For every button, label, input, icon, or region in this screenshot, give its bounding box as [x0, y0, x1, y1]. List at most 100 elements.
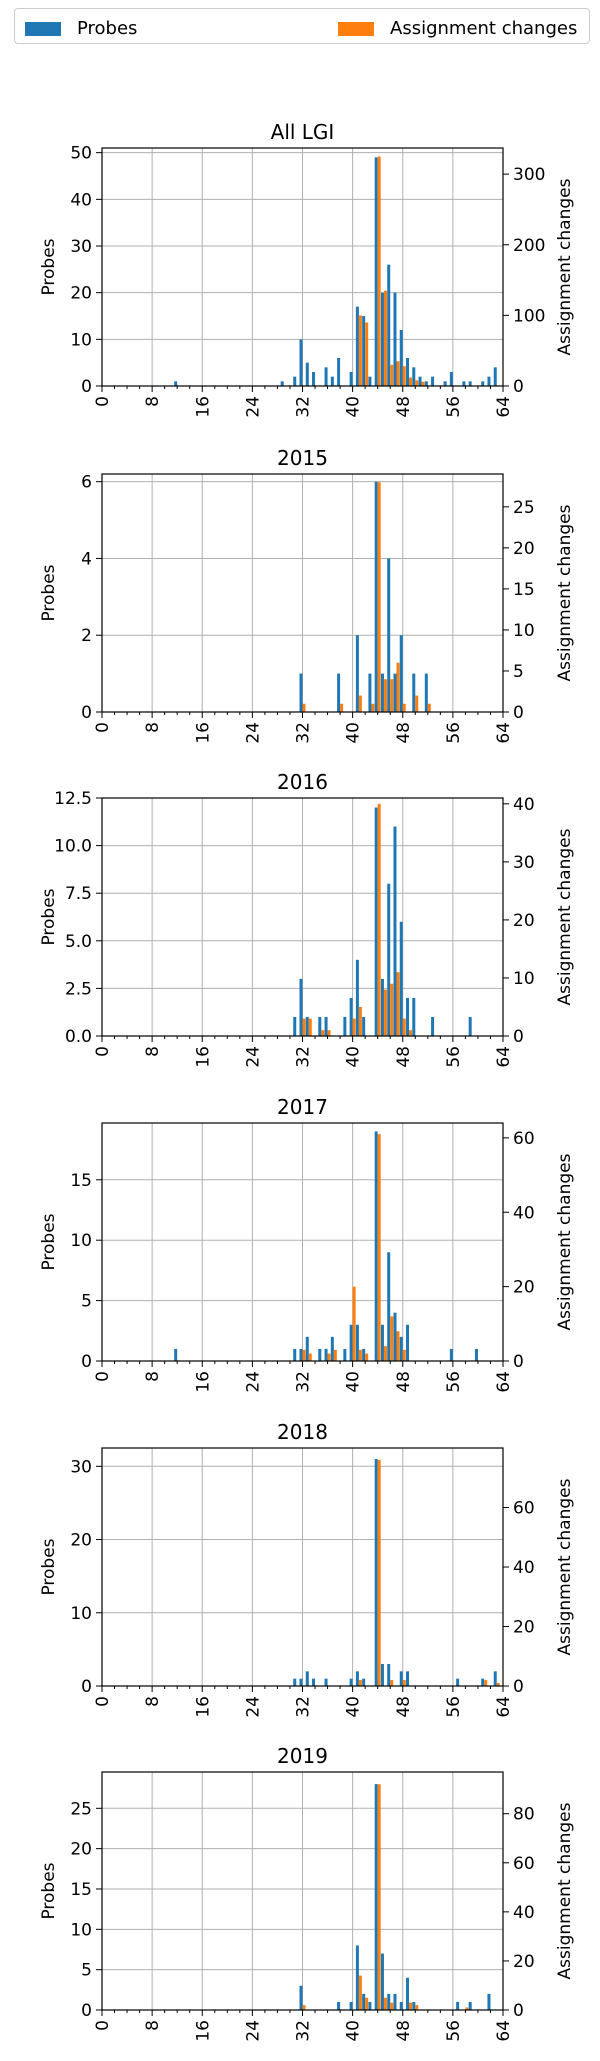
y-tick-label: 10	[70, 330, 92, 350]
probes-bar	[337, 673, 341, 712]
x-tick-label: 32	[294, 1371, 314, 1393]
assignment-changes-bar	[409, 377, 413, 386]
probes-bar	[399, 2001, 403, 2010]
probes-bar	[362, 1016, 366, 1036]
x-tick-label: 0	[93, 2020, 113, 2031]
assignment-changes-bar	[415, 380, 419, 386]
x-tick-label: 0	[93, 396, 113, 407]
chart-title: 2015	[277, 446, 328, 470]
y-tick-label: 2	[81, 626, 92, 646]
probes-bar	[418, 376, 422, 386]
x-tick-label: 0	[93, 1696, 113, 1707]
y-tick-label: 7.5	[65, 884, 92, 904]
assignment-changes-bar	[396, 972, 400, 1036]
x-tick-label: 64	[494, 2020, 514, 2042]
assignment-changes-bar	[327, 1353, 331, 1361]
chart-panel-1: 0 8 16 24 32 40 48 56 64024605101520252015Probes…	[39, 446, 575, 744]
probes-bar	[387, 558, 391, 712]
probes-bar	[330, 376, 334, 386]
probes-bar	[399, 635, 403, 712]
y2-axis-label: Assignment changes	[555, 1153, 575, 1330]
probes-bar	[487, 376, 491, 386]
assignment-changes-bar	[496, 1683, 500, 1686]
assignment-changes-bar	[409, 1030, 413, 1036]
x-tick-label: 32	[294, 2020, 314, 2042]
probes-bar	[305, 1336, 309, 1361]
chart-title: 2016	[277, 770, 328, 794]
x-tick-label: 8	[143, 722, 163, 733]
y2-tick-label: 10	[513, 969, 535, 989]
y2-tick-label: 5	[513, 662, 524, 682]
assignment-changes-bar	[465, 2007, 469, 2010]
probes-bar	[324, 1678, 328, 1686]
y-tick-label: 15	[70, 1171, 92, 1191]
probes-bar	[299, 1348, 303, 1361]
assignment-changes-bar	[402, 366, 406, 386]
chart-title: 2019	[277, 1744, 328, 1768]
assignment-changes-bar	[371, 703, 375, 712]
x-tick-label: 64	[494, 722, 514, 744]
x-tick-label: 16	[193, 2020, 213, 2042]
x-tick-label: 16	[193, 1696, 213, 1718]
x-tick-label: 24	[243, 1046, 263, 1068]
probes-bar	[355, 635, 359, 712]
y-tick-label: 50	[70, 144, 92, 164]
x-tick-label: 24	[243, 722, 263, 744]
y2-tick-label: 0	[513, 1352, 524, 1372]
probes-bar	[318, 1016, 322, 1036]
assignment-changes-bar	[302, 1018, 306, 1036]
y-tick-label: 25	[70, 1799, 92, 1819]
x-tick-label: 40	[344, 1046, 364, 1068]
x-tick-label: 8	[143, 1046, 163, 1057]
chart-panel-0: 0 8 16 24 32 40 48 56 64010203040500100200300All…	[39, 120, 575, 418]
probes-bar	[481, 1678, 485, 1686]
probes-bar	[374, 1131, 378, 1361]
y2-tick-label: 60	[513, 1499, 535, 1519]
y-tick-label: 10	[70, 1231, 92, 1251]
probes-bar	[393, 1993, 397, 2010]
assignment-changes-bar	[352, 1018, 356, 1036]
x-tick-label: 40	[344, 1696, 364, 1718]
probes-bar	[374, 1784, 378, 2010]
assignment-changes-bar	[377, 1784, 381, 2010]
y-tick-label: 10.0	[54, 837, 92, 857]
y2-tick-label: 0	[513, 377, 524, 397]
probes-bar	[380, 673, 384, 712]
legend-label-probes: Probes	[77, 18, 138, 39]
x-tick-label: 32	[294, 1046, 314, 1068]
probes-bar	[349, 997, 353, 1036]
x-tick-label: 24	[243, 1696, 263, 1718]
y2-tick-label: 300	[513, 165, 545, 185]
y-tick-label: 20	[70, 284, 92, 304]
x-tick-label: 40	[344, 2020, 364, 2042]
x-tick-label: 56	[444, 396, 464, 418]
probes-bar	[387, 883, 391, 1036]
y-axis-label: Probes	[39, 1213, 59, 1270]
y2-tick-label: 0	[513, 2001, 524, 2021]
x-tick-label: 56	[444, 1046, 464, 1068]
y-tick-label: 4	[81, 549, 92, 569]
probes-bar	[355, 1324, 359, 1361]
y-tick-label: 5	[81, 1292, 92, 1312]
assignment-changes-bar	[402, 1680, 406, 1686]
probes-bar	[174, 1348, 178, 1361]
assignment-changes-bar	[396, 361, 400, 386]
probes-bar	[374, 1458, 378, 1686]
probes-bar	[343, 1016, 347, 1036]
probes-bar	[493, 367, 497, 386]
probes-bar	[380, 1664, 384, 1686]
x-tick-label: 48	[394, 396, 414, 418]
assignment-changes-bar	[402, 1349, 406, 1361]
assignment-changes-bar	[365, 1353, 369, 1361]
y-tick-label: 20	[70, 1840, 92, 1860]
probes-bar	[324, 1348, 328, 1361]
legend-swatch-probes	[25, 21, 61, 36]
probes-bar	[399, 921, 403, 1036]
probes-bar	[406, 1671, 410, 1686]
assignment-changes-bar	[302, 703, 306, 712]
probes-bar	[387, 264, 391, 386]
assignment-changes-bar	[308, 1353, 312, 1361]
probes-bar	[399, 1336, 403, 1361]
x-tick-label: 56	[444, 722, 464, 744]
assignment-changes-bar	[333, 1349, 337, 1361]
